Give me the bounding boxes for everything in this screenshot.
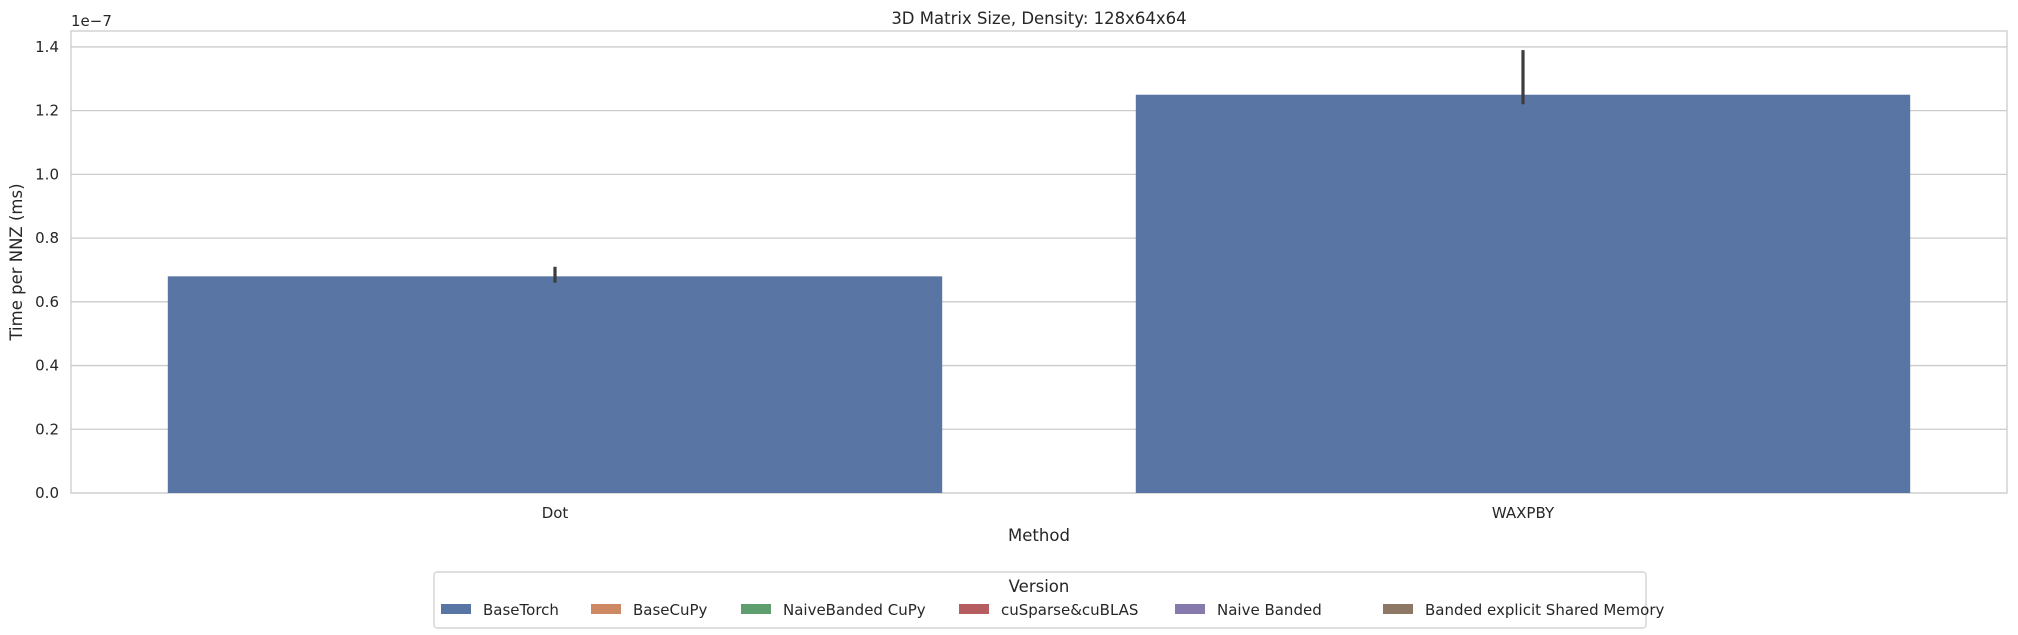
legend-swatch	[1175, 604, 1205, 614]
legend-label: Banded explicit Shared Memory	[1425, 601, 1664, 619]
legend-items: BaseTorch BaseCuPy NaiveBanded CuPy cuSpars…	[441, 601, 1664, 619]
legend-swatch	[591, 604, 621, 614]
legend-label: Naive Banded	[1217, 601, 1322, 619]
legend-item: Banded explicit Shared Memory	[1383, 601, 1664, 619]
legend-item: BaseTorch	[441, 601, 559, 619]
legend: Version BaseTorch BaseCuPy NaiveBanded CuP…	[433, 571, 1664, 629]
legend-item: Naive Banded	[1175, 601, 1322, 619]
legend-label: BaseTorch	[483, 601, 559, 619]
bar-waxpby	[1135, 94, 1911, 494]
y-tick-label: 1.0	[35, 165, 59, 183]
x-axis-label: Method	[1008, 526, 1070, 545]
legend-label: NaiveBanded CuPy	[783, 601, 926, 619]
y-tick-label: 1.4	[35, 38, 59, 56]
y-offset-label: 1e−7	[71, 12, 112, 30]
chart-title: 3D Matrix Size, Density: 128x64x64	[891, 9, 1186, 28]
legend-label: cuSparse&cuBLAS	[1001, 601, 1138, 619]
y-tick-label: 1.2	[35, 102, 59, 120]
y-tick-label: 0.6	[35, 293, 59, 311]
legend-title: Version	[1009, 577, 1070, 596]
x-tick-label: Dot	[542, 504, 569, 522]
legend-item: BaseCuPy	[591, 601, 708, 619]
legend-item: NaiveBanded CuPy	[741, 601, 926, 619]
x-tick-label: WAXPBY	[1492, 504, 1555, 522]
plot-frame	[70, 30, 2008, 494]
legend-frame	[433, 571, 1647, 629]
legend-swatch	[1383, 604, 1413, 614]
legend-item: cuSparse&cuBLAS	[959, 601, 1138, 619]
y-tick-label: 0.8	[35, 229, 59, 247]
y-tick-labels: 0.0 0.2 0.4 0.6 0.8 1.0 1.2 1.4	[35, 38, 59, 502]
error-bars	[553, 50, 1525, 283]
legend-swatch	[441, 604, 471, 614]
legend-swatch	[741, 604, 771, 614]
legend-label: BaseCuPy	[633, 601, 708, 619]
legend-swatch	[959, 604, 989, 614]
y-axis-label: Time per NNZ (ms)	[7, 183, 26, 341]
bars	[167, 94, 1911, 494]
y-tick-label: 0.4	[35, 357, 59, 375]
y-tick-label: 0.0	[35, 484, 59, 502]
y-tick-label: 0.2	[35, 420, 59, 438]
x-tick-labels: Dot WAXPBY	[542, 504, 1555, 522]
bar-dot	[167, 276, 943, 493]
